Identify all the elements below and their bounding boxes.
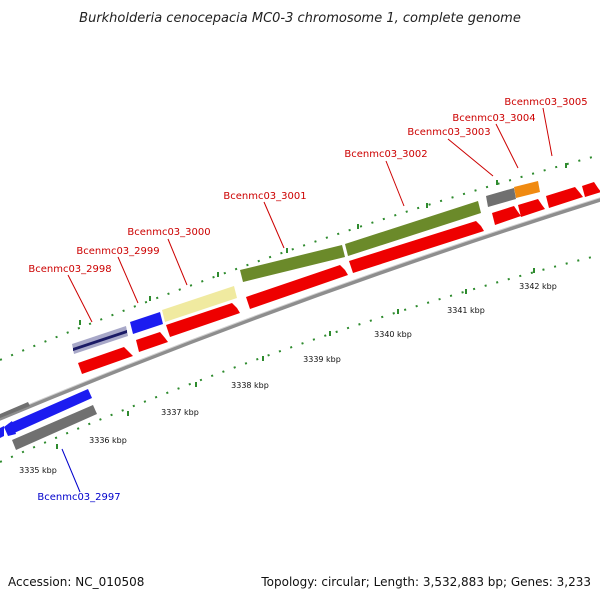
gene-label-3002[interactable]: Bcenmc03_3002 — [344, 149, 427, 160]
cds-arrow[interactable] — [166, 303, 240, 337]
gene-label-2997[interactable]: Bcenmc03_2997 — [37, 492, 120, 503]
tick-label: 3341 kbp — [447, 306, 485, 315]
gene-2997-arrow[interactable] — [4, 421, 16, 436]
tick-label: 3339 kbp — [303, 355, 341, 364]
gene-3001-block[interactable] — [240, 245, 345, 282]
gene-label-3000[interactable]: Bcenmc03_3000 — [127, 227, 210, 238]
leader-lines — [61, 107, 553, 493]
accession-text: Accession: NC_010508 — [8, 575, 144, 589]
gene-label-3004[interactable]: Bcenmc03_3004 — [452, 113, 535, 124]
cds-arrow[interactable] — [492, 206, 521, 225]
cds-arrow[interactable] — [546, 187, 583, 208]
gene-gray-lower[interactable] — [12, 405, 97, 450]
gene-left-edge-upper[interactable] — [0, 402, 30, 418]
gene-3000-block[interactable] — [162, 286, 237, 322]
tick-label: 3340 kbp — [374, 330, 412, 339]
map-title: Burkholderia cenocepacia MC0-3 chromosom… — [79, 11, 521, 26]
outer-major-ticks — [79, 163, 567, 325]
cds-track — [78, 182, 600, 374]
genome-summary-text: Topology: circular; Length: 3,532,883 bp… — [260, 575, 591, 589]
gene-left-edge[interactable] — [0, 426, 4, 438]
gene-label-2999[interactable]: Bcenmc03_2999 — [76, 246, 159, 257]
tick-label: 3336 kbp — [89, 436, 127, 445]
tick-label: 3338 kbp — [231, 381, 269, 390]
gene-3004-block[interactable] — [514, 181, 540, 198]
cds-arrow[interactable] — [349, 221, 484, 273]
inner-major-ticks — [56, 268, 535, 449]
genome-backbone — [0, 197, 600, 421]
cds-arrow[interactable] — [78, 347, 133, 374]
tick-label: 3335 kbp — [19, 466, 57, 475]
gene-label-2998[interactable]: Bcenmc03_2998 — [28, 264, 111, 275]
gene-3003-block[interactable] — [486, 188, 516, 207]
cds-arrow[interactable] — [518, 199, 545, 217]
gene-2999-block[interactable] — [130, 312, 163, 334]
gene-2998-stripe[interactable] — [73, 330, 127, 351]
cds-arrow[interactable] — [582, 182, 600, 197]
cds-arrow[interactable] — [246, 265, 348, 309]
tick-label: 3342 kbp — [519, 282, 557, 291]
gene-3002-block[interactable] — [345, 201, 481, 256]
gene-label-3001[interactable]: Bcenmc03_3001 — [223, 191, 306, 202]
genome-backbone-highlight — [0, 197, 600, 418]
gene-2997-block[interactable] — [8, 389, 92, 434]
tick-label: 3337 kbp — [161, 408, 199, 417]
gene-label-3005[interactable]: Bcenmc03_3005 — [504, 97, 587, 108]
gene-label-3003[interactable]: Bcenmc03_3003 — [407, 127, 490, 138]
cds-arrow[interactable] — [136, 332, 168, 352]
